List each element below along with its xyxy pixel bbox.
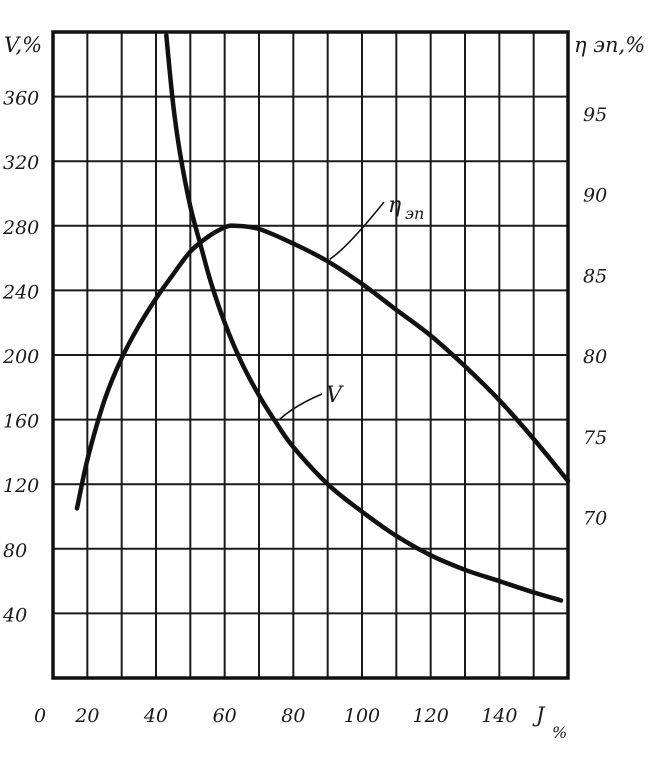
leader-line-eta (329, 201, 385, 260)
series-line-v (164, 32, 564, 603)
leader-line-v (279, 393, 323, 420)
y-left-tick-label: 360 (3, 88, 39, 110)
x-tick-label: 20 (74, 705, 99, 727)
x-tick-labels: 0 20 40 60 80 100 120 140 (34, 705, 518, 727)
x-tick-label: 0 (34, 705, 46, 727)
y-left-tick-label: 200 (2, 346, 39, 368)
plot-border (51, 30, 570, 680)
y-right-tick-label: 70 (583, 508, 607, 530)
y-right-tick-labels: 70 75 80 85 90 95 (583, 104, 607, 530)
y-left-tick-label: 280 (2, 217, 39, 239)
y-left-tick-label: 120 (3, 475, 39, 497)
y-left-tick-labels: 40 80 120 160 200 240 280 320 360 (2, 88, 39, 627)
x-tick-label: 100 (344, 705, 380, 727)
y-left-tick-label: 160 (3, 411, 39, 433)
y-left-tick-label: 240 (2, 281, 39, 303)
x-tick-label: 120 (413, 705, 449, 727)
series-label-eta: η эп (388, 193, 424, 223)
series-label-v: V (326, 383, 344, 408)
x-axis-title-unit: % (552, 723, 567, 742)
y-axis-left-title: V,% (4, 33, 42, 57)
series-label-eta-main: η (388, 193, 401, 218)
x-axis-title: J % (532, 703, 567, 742)
x-tick-label: 60 (213, 705, 237, 727)
y-axis-right-title: η эп,% (574, 33, 645, 57)
series-label-eta-sub: эп (405, 204, 424, 223)
grid (53, 32, 568, 678)
plot-frame (51, 30, 570, 680)
y-axis-right-title-text: η эп,% (574, 33, 645, 57)
y-left-tick-label: 320 (3, 152, 39, 174)
x-tick-label: 40 (143, 705, 168, 727)
y-right-tick-label: 85 (583, 265, 607, 287)
y-right-tick-label: 95 (583, 104, 607, 126)
y-left-tick-label: 80 (3, 540, 27, 562)
series-line-eta (74, 223, 571, 511)
y-right-tick-label: 90 (583, 185, 607, 207)
series-label-v-text: V (326, 383, 344, 408)
y-left-tick-label: 40 (2, 604, 27, 626)
series-layer (74, 32, 571, 603)
x-tick-label: 140 (481, 705, 517, 727)
y-right-tick-label: 80 (583, 346, 607, 368)
y-right-tick-label: 75 (583, 427, 607, 449)
x-tick-label: 80 (281, 705, 305, 727)
x-axis-title-main: J (532, 703, 546, 727)
